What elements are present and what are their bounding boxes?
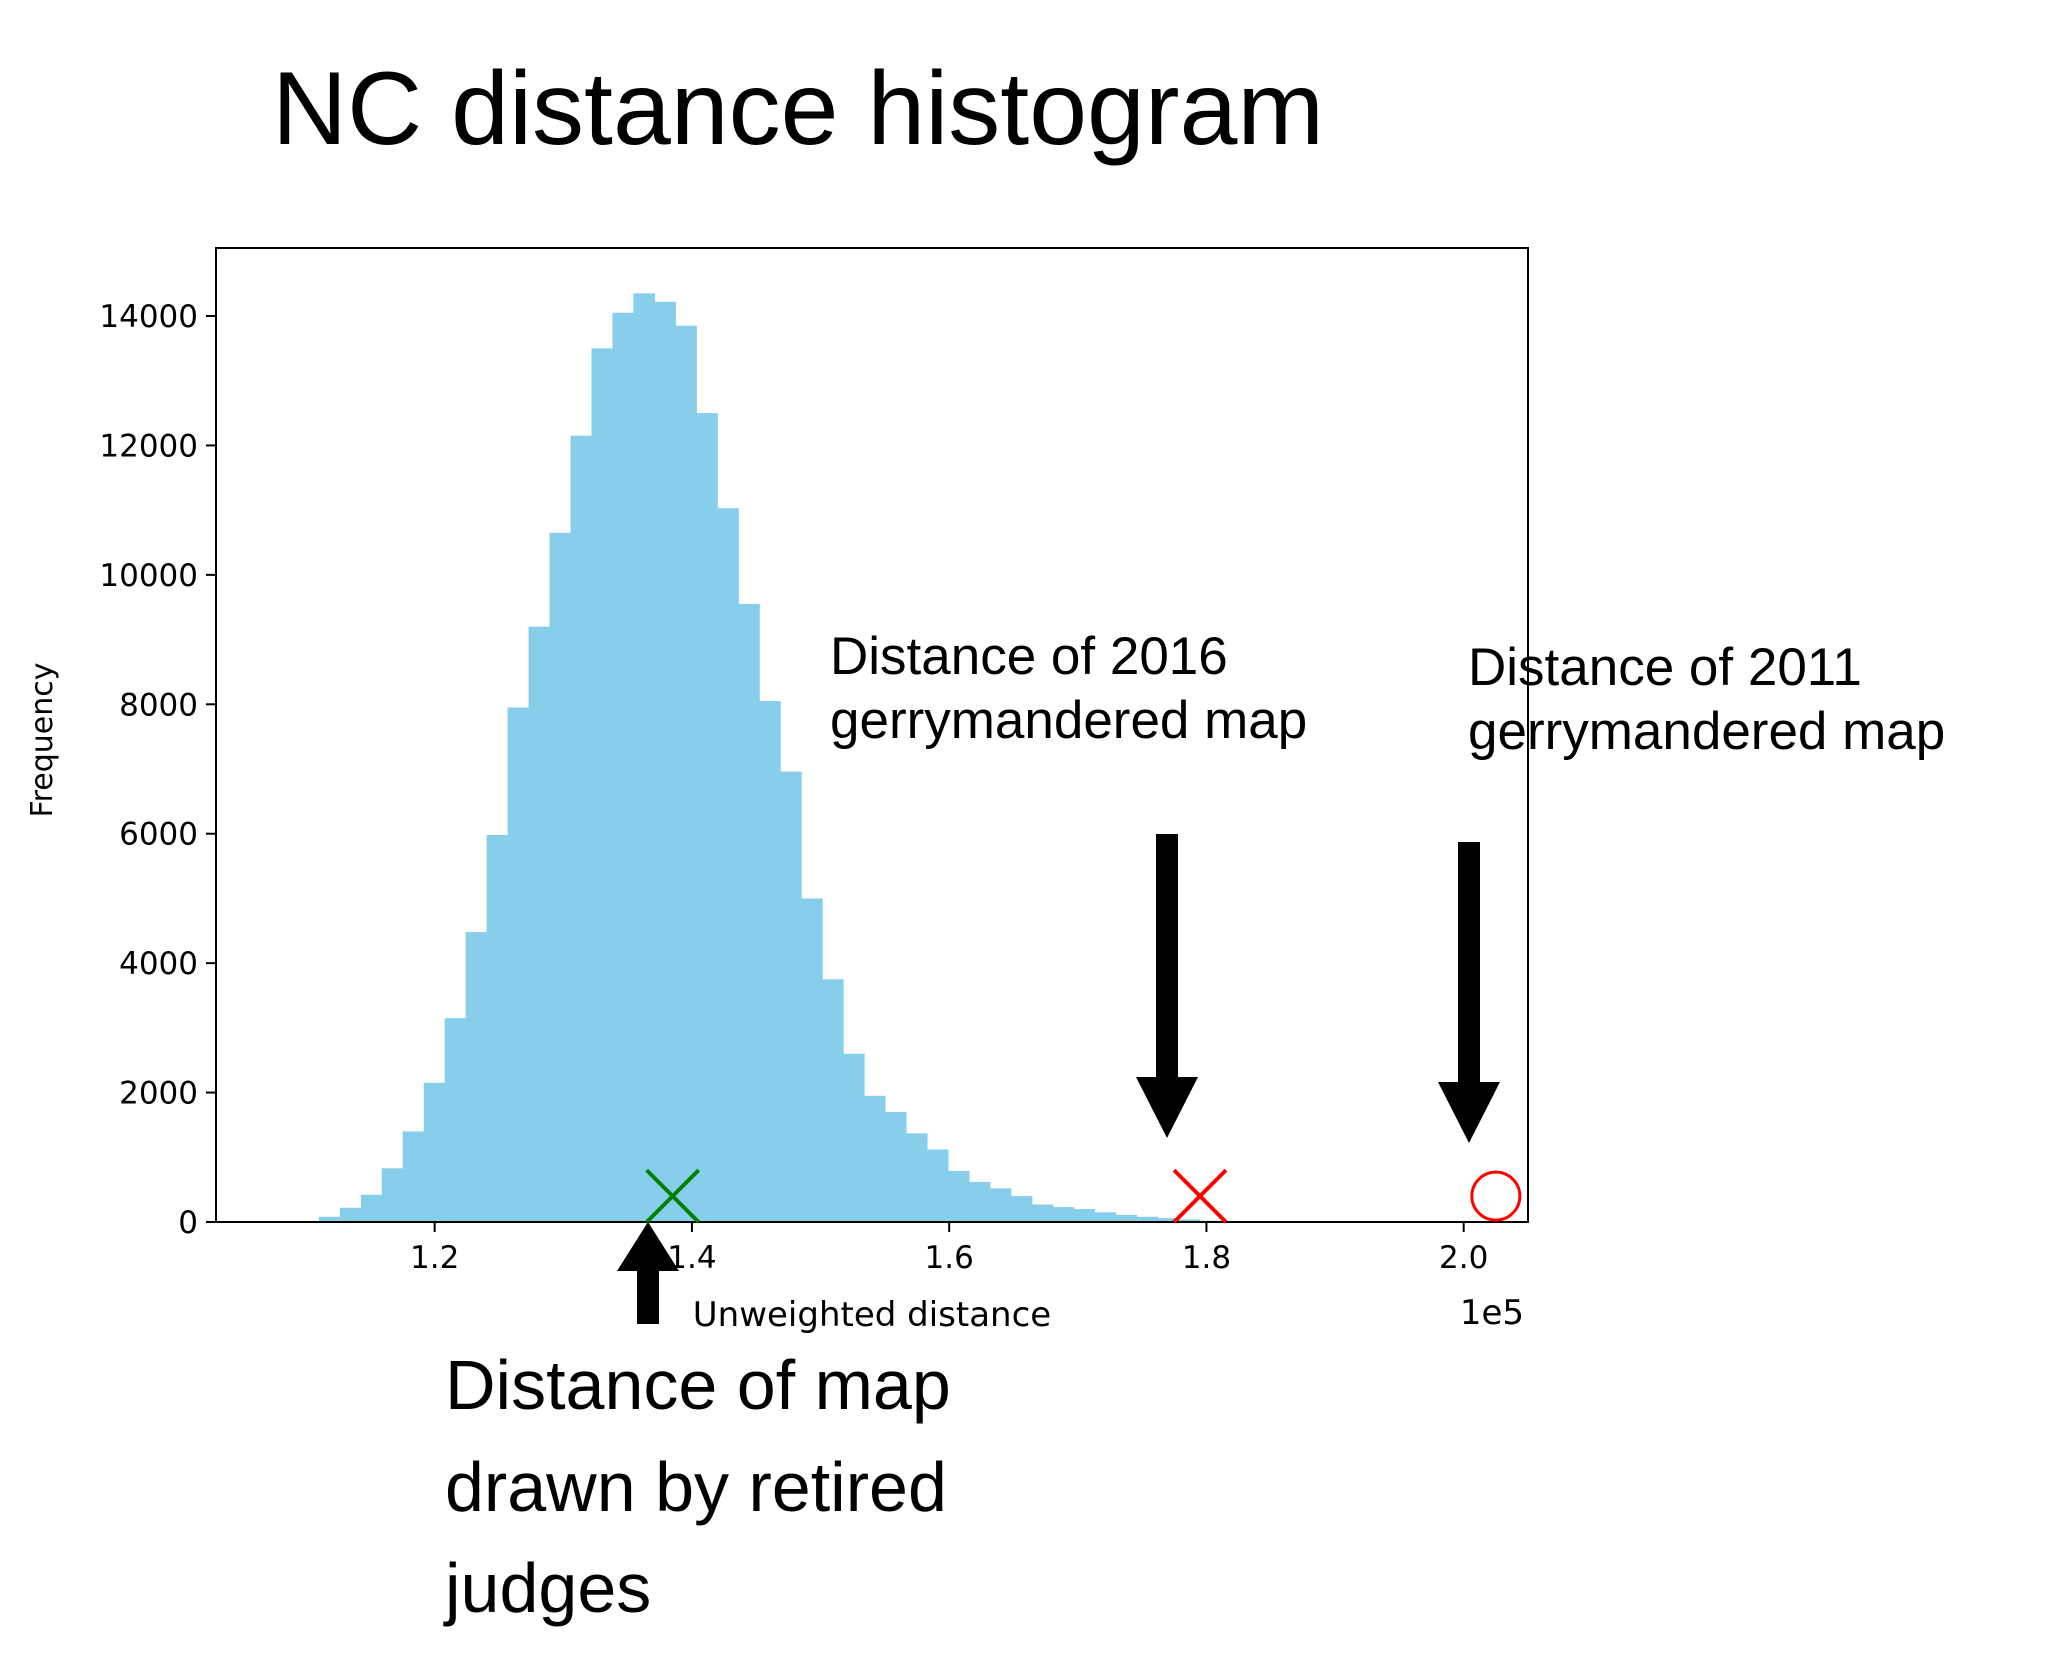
histogram-bar: [675, 325, 697, 1222]
histogram-bar: [822, 979, 844, 1222]
x-marker: [645, 1168, 701, 1224]
x-tick-label: 1.2: [410, 1240, 459, 1276]
histogram-bar: [1115, 1214, 1138, 1222]
histogram-bar: [549, 532, 572, 1222]
y-tick-label: 0: [178, 1205, 198, 1241]
y-tick-label: 6000: [119, 817, 198, 853]
circle-marker: [1470, 1170, 1522, 1222]
histogram-bar: [507, 707, 530, 1222]
x-axis-label: Unweighted distance: [693, 1295, 1051, 1335]
arrow-down-2011-icon: [1438, 842, 1500, 1143]
histogram-bar: [759, 701, 781, 1222]
histogram-bar: [1094, 1212, 1117, 1222]
annotation-line: gerrymandered map: [1468, 701, 1946, 761]
histogram-bar: [1010, 1196, 1033, 1222]
annotation-2016-map: Distance of 2016 gerrymandered map: [830, 625, 1307, 752]
y-tick-label: 12000: [99, 428, 198, 464]
histogram-bar: [339, 1207, 362, 1222]
y-tick-label: 10000: [99, 558, 198, 594]
histogram-bars: [318, 293, 1243, 1223]
histogram-bar: [989, 1188, 1012, 1222]
axes-frame: [215, 247, 1529, 1223]
histogram-bar: [612, 312, 634, 1222]
histogram-bar: [591, 348, 614, 1222]
y-tick-label: 2000: [119, 1076, 198, 1112]
histogram-bar: [1136, 1216, 1159, 1222]
histogram-bar: [864, 1095, 886, 1222]
histogram-bar: [738, 603, 760, 1222]
histogram-bar: [968, 1181, 991, 1222]
arrow-down-2016-icon: [1136, 834, 1198, 1138]
histogram-bar: [633, 293, 655, 1223]
map-markers: [645, 1168, 1522, 1224]
arrow-up-judges-icon: [617, 1222, 679, 1324]
annotation-line: gerrymandered map: [830, 690, 1308, 750]
histogram-bar: [717, 508, 739, 1222]
histogram-bar: [801, 898, 823, 1222]
histogram-bar: [528, 626, 551, 1222]
annotation-line: Distance of map: [445, 1346, 951, 1424]
annotation-line: Distance of 2016: [830, 627, 1228, 686]
histogram-bar: [444, 1018, 467, 1222]
x-tick-label: 1.6: [925, 1240, 974, 1276]
histogram-bar: [654, 301, 676, 1223]
histogram-bar: [402, 1131, 425, 1222]
histogram-bar: [360, 1194, 383, 1222]
histogram-bar: [843, 1053, 865, 1222]
x-tick-label: 2.0: [1439, 1240, 1488, 1276]
y-tick-label: 4000: [119, 946, 198, 982]
y-tick-label: 14000: [99, 299, 198, 335]
y-axis-label: Frequency: [25, 663, 60, 818]
histogram-bar: [486, 835, 509, 1222]
annotation-line: Distance of 2011: [1468, 638, 1862, 697]
histogram-bar: [1178, 1219, 1201, 1222]
histogram-bar: [465, 932, 488, 1222]
annotation-2011-map: Distance of 2011 gerrymandered map: [1468, 636, 1945, 763]
histogram-bar: [884, 1111, 907, 1222]
histogram-bar: [318, 1216, 341, 1222]
x-axis-offset-label: 1e5: [1460, 1293, 1524, 1333]
x-tick-label: 1.8: [1182, 1240, 1231, 1276]
histogram-bar: [947, 1170, 970, 1222]
annotation-arrows: [617, 834, 1500, 1324]
histogram-bar: [381, 1168, 404, 1222]
histogram-bar: [926, 1149, 949, 1222]
histogram-bar: [570, 435, 593, 1222]
histogram-bar: [1031, 1204, 1054, 1222]
histogram-bar: [423, 1082, 446, 1222]
histogram-bar: [1073, 1209, 1096, 1222]
annotation-line: judges: [445, 1549, 652, 1627]
histogram-bar: [780, 771, 802, 1222]
y-ticks: 0 2000 4000 6000 8000 10000 12000 14000: [99, 299, 216, 1241]
histogram-bar: [696, 413, 718, 1223]
x-ticks: 1.2 1.4 1.6 1.8 2.0: [410, 1222, 1488, 1276]
x-marker: [1172, 1168, 1228, 1224]
histogram-bar: [1157, 1218, 1180, 1222]
histogram-bar: [905, 1133, 928, 1222]
histogram-bar: [1052, 1207, 1075, 1222]
y-tick-label: 8000: [119, 687, 198, 723]
annotation-judges-map: Distance of map drawn by retired judges: [445, 1335, 951, 1640]
annotation-line: drawn by retired: [445, 1447, 947, 1526]
slide-title: NC distance histogram: [272, 51, 1324, 167]
